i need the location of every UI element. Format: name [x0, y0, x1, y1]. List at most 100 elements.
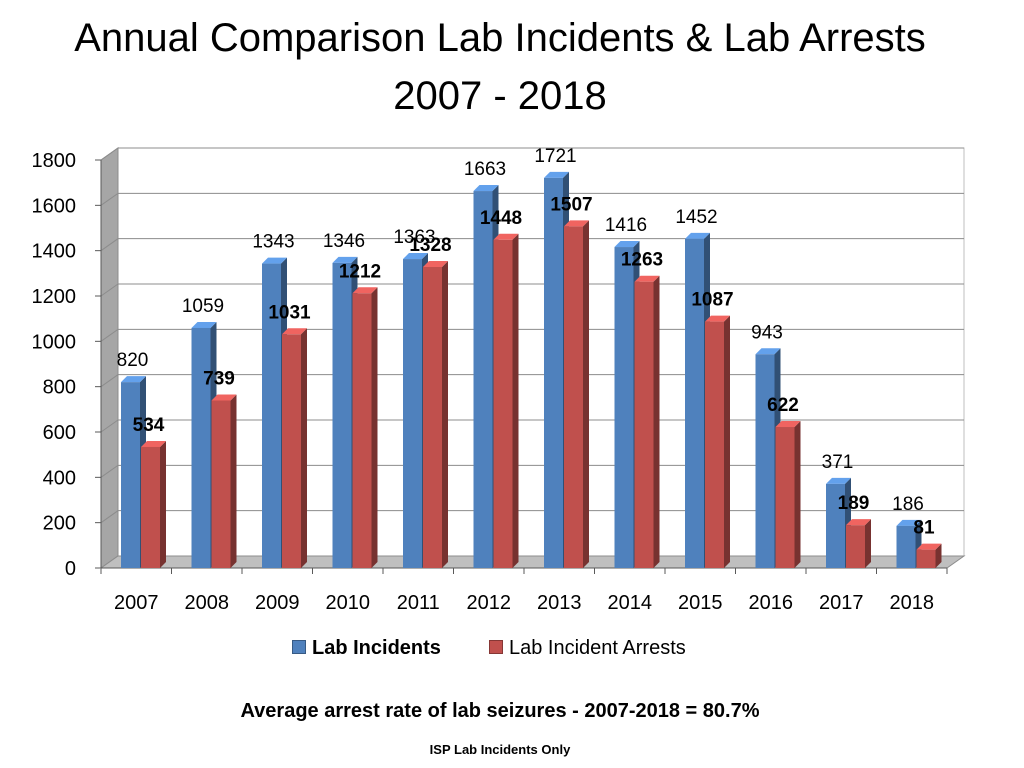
x-tick-label: 2016: [749, 592, 794, 614]
y-tick-label: 1600: [32, 195, 77, 217]
lab-incidents-bar: [262, 263, 281, 568]
lab-incidents-bar: [896, 525, 916, 568]
x-tick-label: 2014: [608, 592, 653, 614]
lab-incidents-bar: [121, 382, 140, 568]
x-tick-label: 2011: [397, 592, 440, 614]
lab-incident-arrests-bar: [211, 400, 231, 568]
lab-incident-arrests-data-label: 1448: [480, 208, 522, 229]
lab-incidents-data-label: 1416: [605, 215, 647, 236]
gridline: [100, 147, 964, 161]
lab-incidents-bar-top: [826, 477, 851, 484]
y-tick-label: 800: [43, 377, 76, 399]
x-tick-label: 2017: [819, 592, 864, 614]
lab-incidents-bar-top: [473, 185, 499, 192]
lab-incident-arrests-data-label: 189: [838, 493, 870, 514]
lab-incident-arrests-bar-top: [493, 233, 519, 240]
gridline: [100, 510, 964, 524]
lab-incidents-bar: [191, 327, 211, 568]
x-tick-label: 2009: [255, 592, 300, 614]
y-tick-label: 200: [43, 513, 76, 535]
legend-swatch-lab-incidents: [292, 640, 306, 654]
lab-incidents-bar: [826, 483, 845, 568]
lab-incident-arrests-bar: [564, 226, 583, 568]
gridline: [100, 374, 964, 388]
legend-item-lab-incident-arrests: Lab Incident Arrests: [489, 636, 686, 660]
lab-incidents-data-label: 371: [822, 452, 854, 473]
y-tick-label: 0: [65, 558, 76, 580]
x-tick-label: 2007: [114, 592, 159, 614]
lab-incidents-data-label: 820: [117, 350, 149, 371]
lab-incident-arrests-bar-top: [282, 328, 307, 335]
y-tick-label: 1800: [32, 150, 77, 172]
lab-incident-arrests-bar: [141, 446, 160, 568]
lab-incident-arrests-bar-side: [724, 315, 730, 568]
x-tick-label: 2010: [326, 592, 371, 614]
lab-incident-arrests-bar-top: [705, 315, 730, 322]
gridline: [100, 328, 964, 342]
lab-incidents-data-label: 1721: [534, 146, 576, 167]
lab-incidents-data-label: 1363: [393, 227, 435, 248]
lab-incidents-bar-top: [755, 348, 781, 355]
lab-incident-arrests-bar: [493, 239, 513, 568]
lab-incident-arrests-bar: [423, 266, 442, 568]
x-tick-label: 2013: [537, 592, 582, 614]
lab-incident-arrests-data-label: 622: [767, 395, 799, 416]
lab-incident-arrests-bar-top: [775, 421, 801, 428]
lab-incident-arrests-bar-side: [160, 440, 166, 568]
lab-incident-arrests-data-label: 1507: [550, 194, 592, 215]
lab-incidents-bar-top: [614, 241, 640, 248]
lab-incident-arrests-bar: [705, 321, 724, 568]
lab-incident-arrests-data-label: 534: [133, 415, 165, 436]
lab-incident-arrests-bar-top: [423, 260, 448, 267]
gridline: [100, 238, 964, 252]
gridline: [100, 419, 964, 433]
lab-incident-arrests-data-label: 739: [203, 368, 235, 389]
x-tick-label: 2008: [185, 592, 230, 614]
lab-incident-arrests-bar-side: [371, 287, 378, 568]
lab-incidents-data-label: 1663: [464, 159, 506, 180]
legend-label-lab-incidents: Lab Incidents: [312, 637, 441, 659]
lab-incident-arrests-data-label: 1328: [409, 235, 451, 256]
lab-incident-arrests-data-label: 1087: [691, 290, 733, 311]
y-tick-label: 1200: [32, 286, 77, 308]
lab-incident-arrests-bar-side: [442, 260, 448, 568]
lab-incidents-bar: [614, 247, 634, 568]
lab-incidents-bar-top: [403, 253, 428, 260]
lab-incident-arrests-bar-side: [935, 543, 942, 568]
lab-incident-arrests-bar: [352, 293, 372, 568]
lab-incidents-data-label: 186: [892, 494, 924, 515]
lab-incidents-data-label: 1346: [323, 231, 365, 252]
lab-incidents-bar-top: [544, 171, 569, 178]
lab-incident-arrests-bar-top: [634, 275, 660, 282]
lab-incident-arrests-data-label: 81: [913, 518, 935, 539]
lab-incidents-bar: [473, 191, 493, 568]
lab-incident-arrests-bar-side: [794, 421, 801, 568]
lab-incident-arrests-bar: [846, 525, 865, 568]
chart-subtitle: 2007 - 2018: [393, 74, 607, 118]
gridline: [100, 464, 964, 478]
lab-incident-arrests-bar-top: [846, 519, 871, 526]
gridline: [100, 192, 964, 206]
lab-incident-arrests-bar-top: [352, 287, 378, 294]
y-tick-label: 1400: [32, 241, 77, 263]
chart-title: Annual Comparison Lab Incidents & Lab Ar…: [74, 16, 926, 60]
lab-incidents-bar-top: [685, 232, 710, 239]
lab-incident-arrests-data-label: 1263: [621, 250, 663, 271]
lab-incident-arrests-bar: [634, 281, 654, 568]
lab-incident-arrests-bar-side: [301, 328, 307, 568]
legend-item-lab-incidents: Lab Incidents: [292, 636, 441, 660]
lab-incidents-bar: [332, 262, 352, 568]
lab-incidents-bar-top: [191, 321, 217, 328]
lab-incident-arrests-bar-side: [865, 519, 871, 568]
lab-incidents-data-label: 1059: [182, 296, 224, 317]
lab-incident-arrests-bar-side: [583, 220, 589, 568]
lab-incidents-bar: [544, 177, 563, 568]
bar-chart: 0 200 400 600 800 1000 1200 1400 1600 1800 2007 200…: [32, 146, 966, 614]
x-tick-label: 2012: [467, 592, 512, 614]
lab-incident-arrests-data-label: 1212: [339, 261, 381, 282]
lab-incident-arrests-bar-top: [141, 440, 166, 447]
footer-note: Average arrest rate of lab seizures - 20…: [240, 700, 760, 722]
lab-incidents-bar-top: [332, 256, 358, 263]
y-tick-label: 1000: [32, 331, 77, 353]
lab-incidents-data-label: 1343: [252, 232, 294, 253]
